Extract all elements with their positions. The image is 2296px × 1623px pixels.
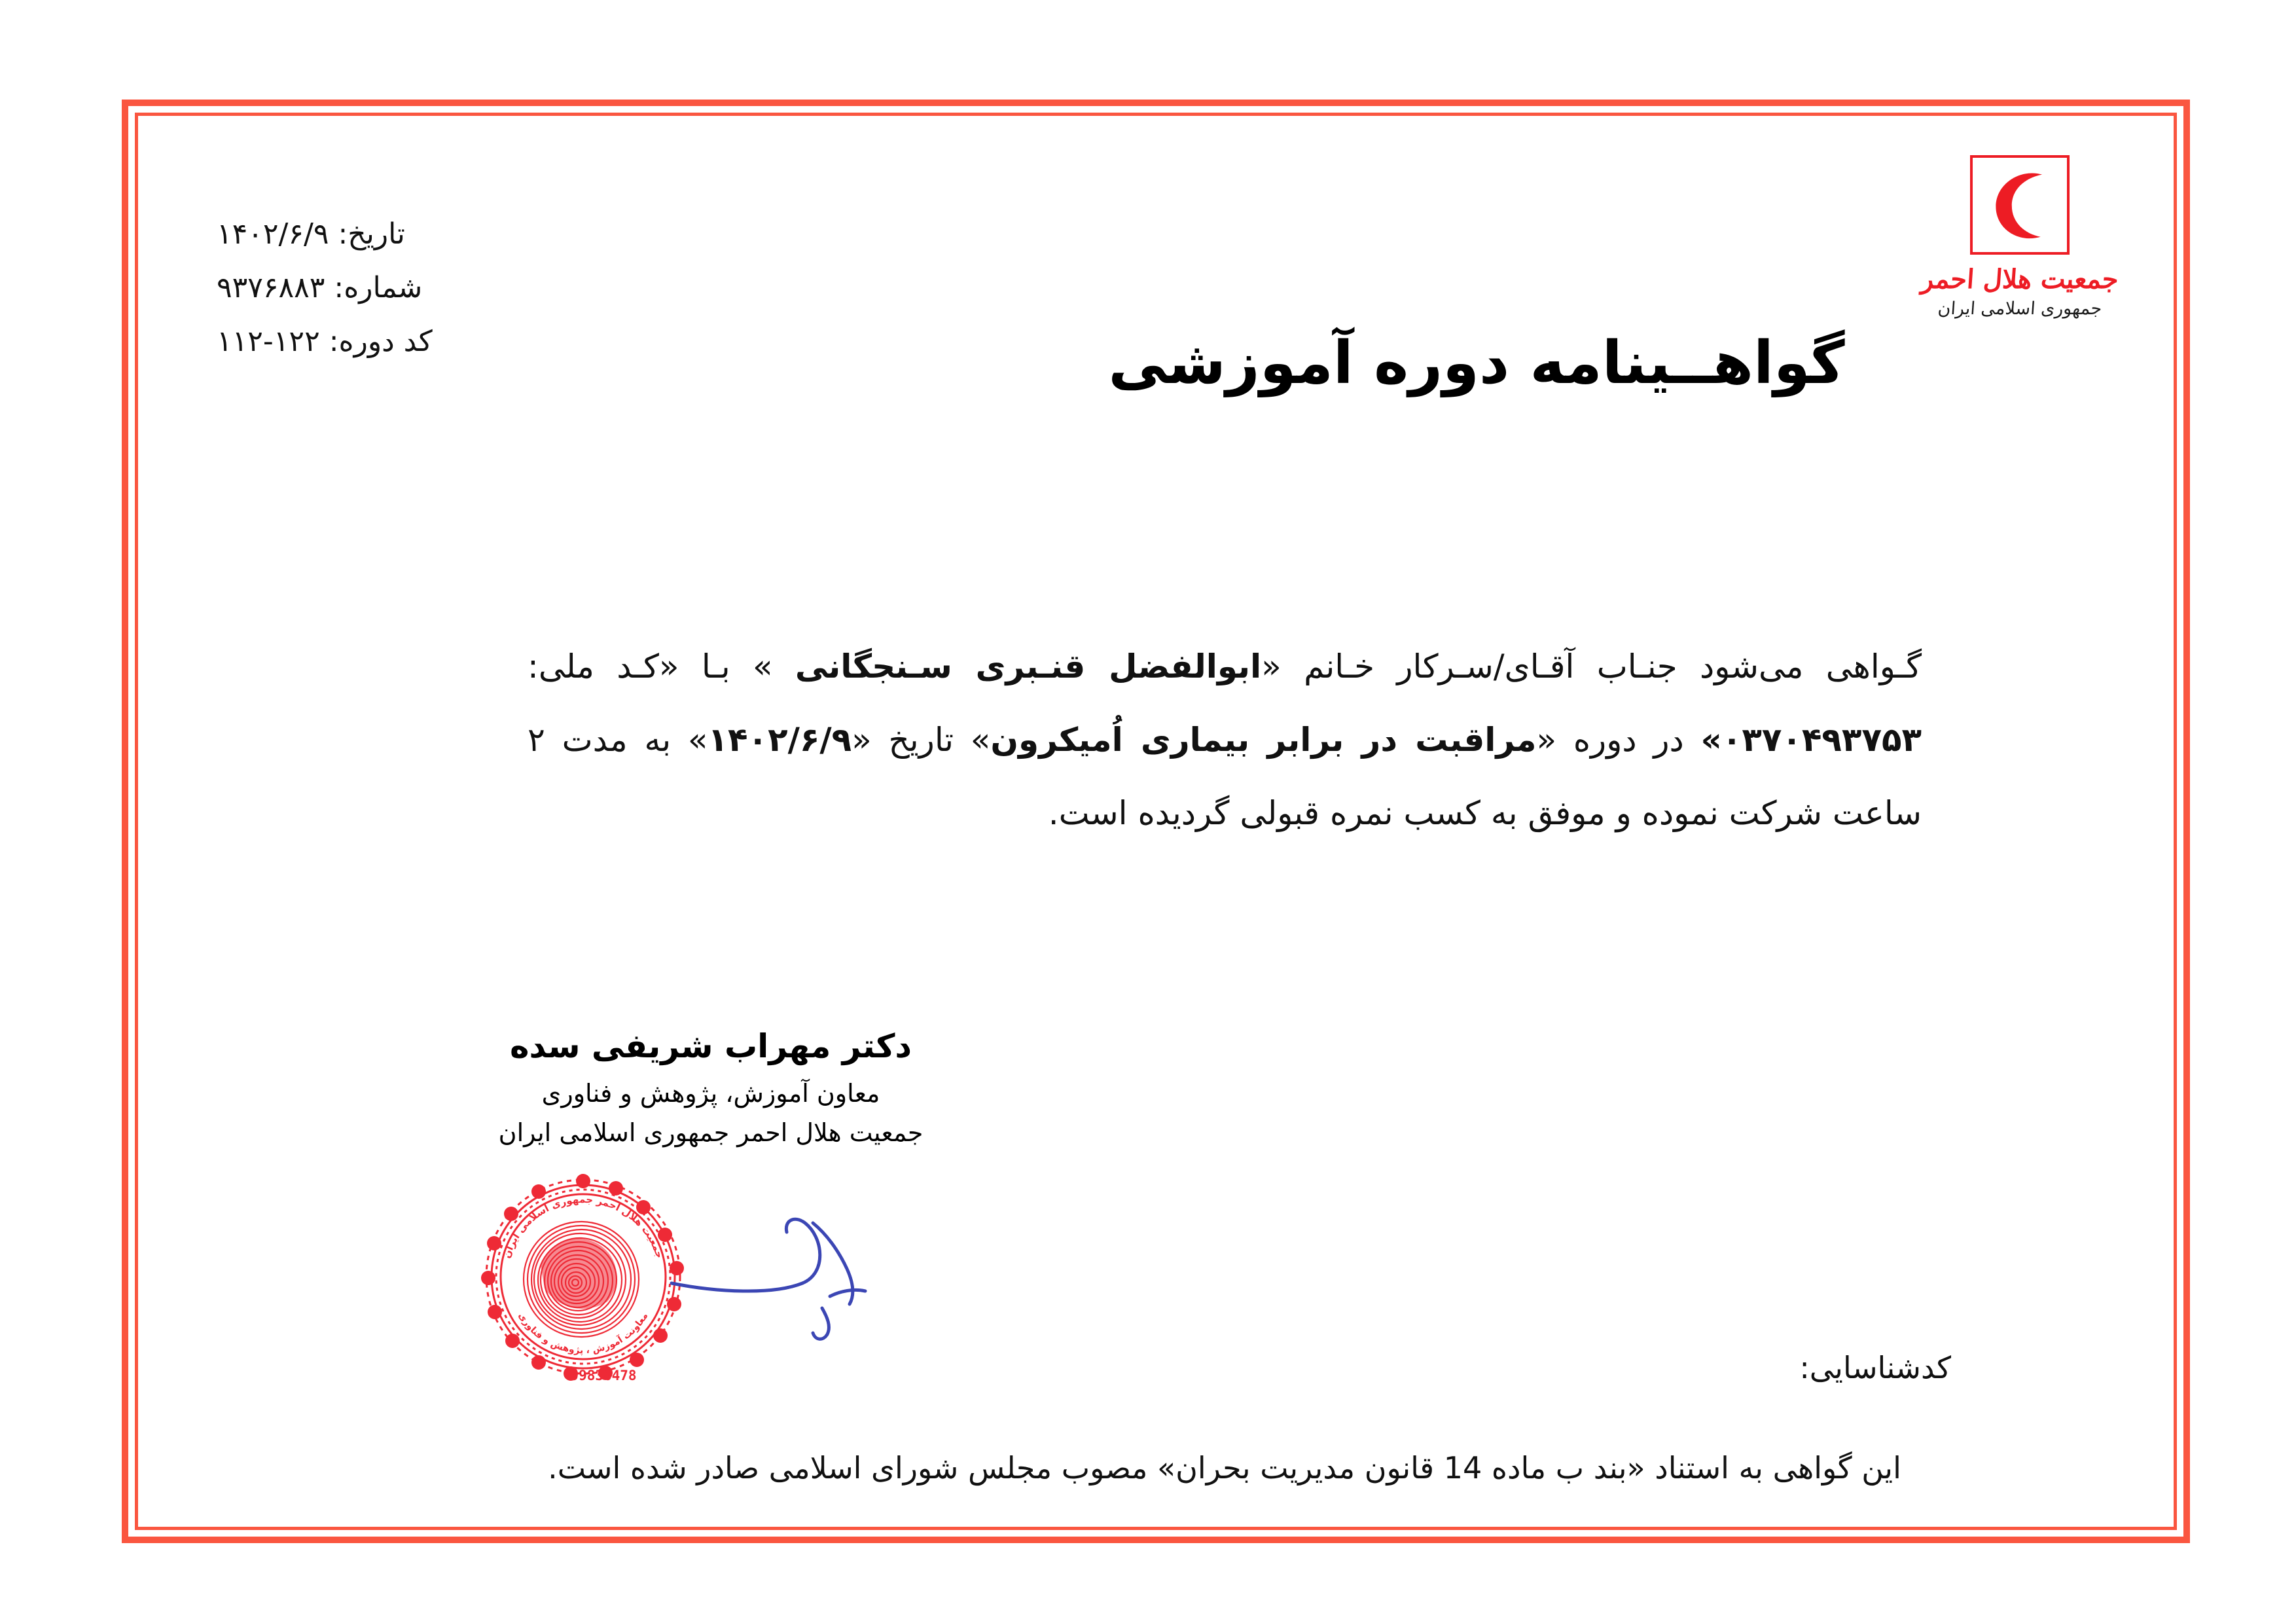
body-line2-mid3: » به مدت	[545, 721, 708, 759]
certificate-frame-outer	[122, 100, 2190, 1543]
course-name: مراقبت در برابر بیماری اُمیکرون	[990, 721, 1537, 759]
legal-footer-note: این گواهی به استناد «بند ب ماده 14 قانون…	[548, 1450, 1901, 1486]
duration-hours: ۲	[528, 721, 545, 759]
signatory-role: معاون آموزش، پژوهش و فناوری	[541, 1079, 880, 1108]
header-meta-block: تاریخ: ۱۴۰۲/۶/۹ شماره: ۹۳۷۶۸۸۳ کد دوره: …	[217, 208, 492, 369]
certificate-body: گـواهی می‌شود جنـاب آقـای/سـرکار خـانم «…	[528, 630, 1922, 850]
official-seal-stamp: جمعیت هلال احمر جمهوری اسلامی ایران معاو…	[481, 1174, 684, 1383]
identification-code-label: کدشناسایی:	[1799, 1350, 1951, 1385]
organization-logo: جمعیت هلال احمر جمهوری اسلامی ایران	[1912, 155, 2128, 319]
seal-and-signature-area: جمعیت هلال احمر جمهوری اسلامی ایران معاو…	[462, 1167, 881, 1402]
issue-date-line: تاریخ: ۱۴۰۲/۶/۹	[217, 217, 405, 251]
certificate-frame-inner	[135, 113, 2177, 1530]
recipient-name: ابوالفضل قنـبری سـنجگانی	[795, 647, 1262, 685]
logo-caption-primary: جمعیت هلال احمر	[1920, 264, 2120, 295]
body-line-1: گـواهی می‌شود جنـاب آقـای/سـرکار خـانم «…	[528, 630, 1922, 703]
signatory-organization: جمعیت هلال احمر جمهوری اسلامی ایران	[498, 1118, 924, 1147]
body-line-2: ۰۳۷۰۴۹۳۷۵۳» در دوره «مراقبت در برابر بیم…	[528, 703, 1922, 776]
document-number-line: شماره: ۹۳۷۶۸۸۳	[217, 271, 423, 304]
body-line2-mid1: در دوره «	[1536, 721, 1701, 759]
body-line1-suffix: » بـا «کـد ملی:	[528, 647, 795, 685]
red-crescent-icon	[1970, 155, 2070, 255]
signatory-block: دکتر مهراب شریفی سده معاون آموزش، پژوهش …	[482, 1023, 940, 1152]
course-date: ۱۴۰۲/۶/۹	[708, 721, 852, 759]
course-code-line: کد دوره: ۱۲۲-۱۱۲	[217, 325, 433, 358]
body-line2-mid2: » تاریخ «	[852, 721, 991, 759]
certificate-page: تاریخ: ۱۴۰۲/۶/۹ شماره: ۹۳۷۶۸۸۳ کد دوره: …	[135, 113, 2177, 1530]
identification-code: کدشناسایی:	[1799, 1350, 1951, 1385]
page-title: گواهــینامه دوره آموزشی	[1108, 329, 1845, 397]
national-code: ۰۳۷۰۴۹۳۷۵۳»	[1700, 721, 1922, 759]
body-line1-prefix: گـواهی می‌شود جنـاب آقـای/سـرکار خـانم «	[1261, 647, 1922, 685]
seal-serial-number: 99836478	[570, 1368, 636, 1383]
logo-caption-secondary: جمهوری اسلامی ایران	[1937, 299, 2103, 319]
signatory-name: دکتر مهراب شریفی سده	[509, 1027, 912, 1065]
handwritten-signature	[670, 1217, 867, 1341]
body-line-3: ساعت شرکت نموده و موفق به کسب نمره قبولی…	[1048, 794, 1922, 832]
